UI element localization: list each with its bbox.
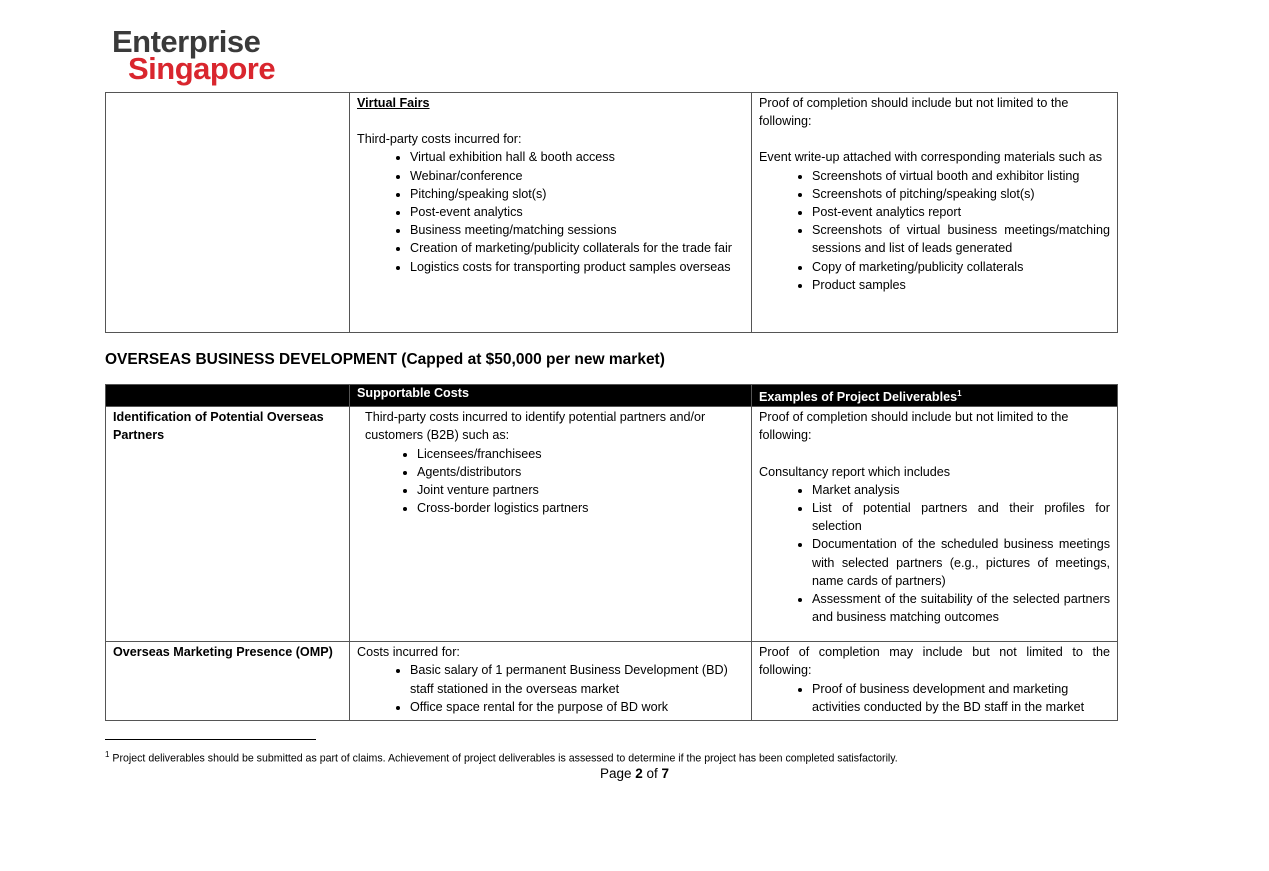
costs-cell: Third-party costs incurred to identify p… — [349, 406, 752, 643]
list-item: Cross-border logistics partners — [417, 499, 744, 517]
list-item: Screenshots of pitching/speaking slot(s) — [812, 185, 1110, 203]
list-item: Copy of marketing/publicity collaterals — [812, 258, 1110, 276]
list-item: Pitching/speaking slot(s) — [410, 185, 744, 203]
footnote: 1 Project deliverables should be submitt… — [105, 750, 898, 765]
virtual-fairs-deliverables-cell: Proof of completion should include but n… — [751, 92, 1118, 333]
empty-cell — [105, 92, 350, 333]
header-cell — [105, 383, 350, 408]
table-row: Overseas Marketing Presence (OMP) Costs … — [105, 641, 1118, 721]
row-name: Overseas Marketing Presence (OMP) — [105, 641, 350, 721]
costs-cell: Costs incurred for: Basic salary of 1 pe… — [349, 641, 752, 721]
list-item: Licensees/franchisees — [417, 445, 744, 463]
row-name: Identification of Potential Overseas Par… — [105, 406, 350, 643]
enterprise-singapore-logo: Enterprise Singapore — [112, 24, 276, 86]
table-row: Identification of Potential Overseas Par… — [105, 406, 1118, 643]
list-item: Post-event analytics — [410, 203, 744, 221]
list-item: Documentation of the scheduled business … — [812, 535, 1110, 590]
header-deliverables: Examples of Project Deliverables1 — [751, 383, 1118, 408]
list-item: Creation of marketing/publicity collater… — [410, 239, 744, 257]
list-item: Screenshots of virtual business meetings… — [812, 221, 1110, 257]
list-item: Office space rental for the purpose of B… — [410, 698, 744, 716]
list-item: Market analysis — [812, 481, 1110, 499]
footnote-separator — [105, 739, 316, 740]
obd-table: Supportable Costs Examples of Project De… — [105, 383, 1118, 721]
list-item: Virtual exhibition hall & booth access — [410, 148, 744, 166]
list-item: Screenshots of virtual booth and exhibit… — [812, 167, 1110, 185]
list-item: List of potential partners and their pro… — [812, 499, 1110, 535]
list-item: Assessment of the suitability of the sel… — [812, 590, 1110, 626]
list-item: Joint venture partners — [417, 481, 744, 499]
list-item: Basic salary of 1 permanent Business Dev… — [410, 661, 744, 697]
section-heading: OVERSEAS BUSINESS DEVELOPMENT (Capped at… — [105, 351, 665, 368]
list-item: Product samples — [812, 276, 1110, 294]
list-item: Proof of business development and market… — [812, 680, 1110, 716]
header-supportable-costs: Supportable Costs — [349, 383, 752, 408]
list-item: Post-event analytics report — [812, 203, 1110, 221]
deliverables-cell: Proof of completion should include but n… — [751, 406, 1118, 643]
virtual-fairs-table: Virtual Fairs Third-party costs incurred… — [105, 92, 1118, 333]
list-item: Business meeting/matching sessions — [410, 221, 744, 239]
virtual-fairs-costs-cell: Virtual Fairs Third-party costs incurred… — [349, 92, 752, 333]
deliverables-cell: Proof of completion may include but not … — [751, 641, 1118, 721]
list-item: Agents/distributors — [417, 463, 744, 481]
page-number: Page 2 of 7 — [599, 766, 670, 781]
list-item: Webinar/conference — [410, 167, 744, 185]
list-item: Logistics costs for transporting product… — [410, 258, 744, 276]
